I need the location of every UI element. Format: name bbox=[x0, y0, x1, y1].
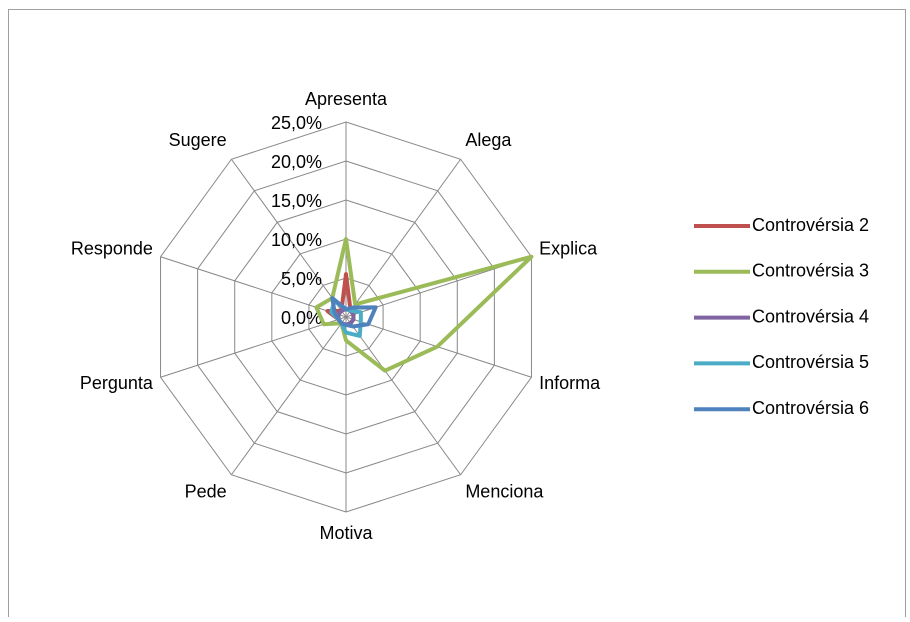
spoke bbox=[345, 316, 462, 476]
y-tick-label: 0,0% bbox=[281, 308, 322, 328]
y-tick-label: 25,0% bbox=[271, 113, 322, 133]
spoke bbox=[160, 316, 347, 378]
spoke bbox=[345, 158, 462, 318]
series-line bbox=[314, 237, 534, 373]
category-label: Menciona bbox=[465, 481, 544, 501]
y-tick-label: 5,0% bbox=[281, 269, 322, 289]
legend-label: Controvérsia 4 bbox=[752, 306, 869, 326]
spoke bbox=[230, 158, 347, 318]
legend-label: Controvérsia 6 bbox=[752, 398, 869, 418]
legend-label: Controvérsia 5 bbox=[752, 352, 869, 372]
y-tick-label: 15,0% bbox=[271, 191, 322, 211]
category-label: Responde bbox=[71, 239, 153, 259]
category-label: Pede bbox=[185, 481, 227, 501]
category-label: Sugere bbox=[169, 130, 227, 150]
y-tick-label: 20,0% bbox=[271, 152, 322, 172]
y-tick-label: 10,0% bbox=[271, 230, 322, 250]
category-label: Motiva bbox=[319, 523, 373, 543]
category-label: Pergunta bbox=[80, 373, 154, 393]
spoke bbox=[230, 316, 347, 476]
category-label: Apresenta bbox=[305, 89, 388, 109]
series-line bbox=[330, 296, 378, 329]
legend-label: Controvérsia 2 bbox=[752, 215, 869, 235]
category-label: Explica bbox=[539, 239, 598, 259]
category-label: Alega bbox=[465, 130, 512, 150]
legend-label: Controvérsia 3 bbox=[752, 261, 869, 281]
category-label: Informa bbox=[539, 373, 601, 393]
